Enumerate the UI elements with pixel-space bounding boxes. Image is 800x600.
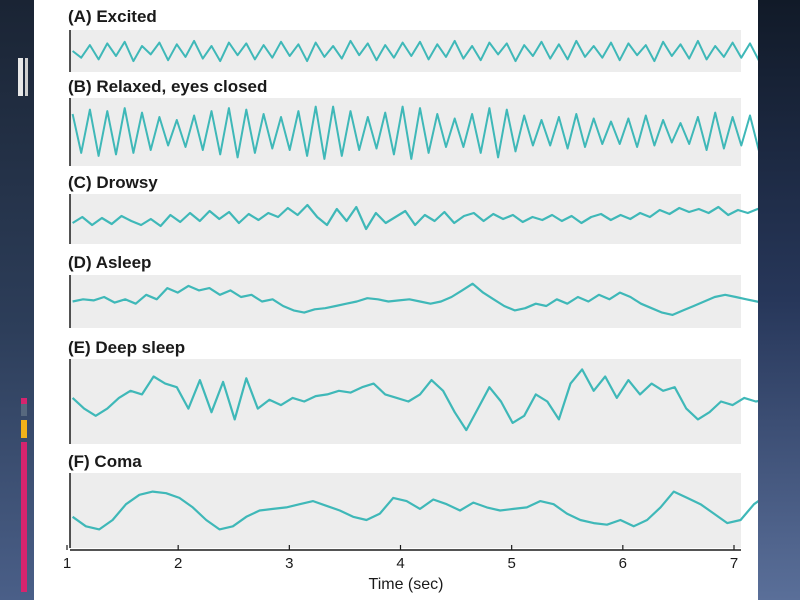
x-axis-label: Time (sec): [369, 576, 444, 593]
panel-title: (F) Coma: [68, 452, 142, 471]
accent-bar-white-top: [18, 58, 23, 96]
time-tick-label: 6: [619, 555, 627, 572]
slide-background-left: [0, 0, 34, 600]
eeg-trace: [71, 368, 758, 432]
panel-title: (D) Asleep: [68, 253, 151, 272]
time-tick-label: 5: [507, 555, 515, 572]
time-tick-label: 3: [285, 555, 293, 572]
eeg-panel: (E) Deep sleep: [68, 338, 758, 444]
panel-title: (E) Deep sleep: [68, 338, 185, 357]
panel-background: [70, 473, 741, 548]
panel-background: [70, 275, 741, 328]
panel-background: [70, 194, 741, 244]
time-tick-label: 2: [174, 555, 182, 572]
panel-title: (A) Excited: [68, 7, 157, 26]
time-tick-label: 7: [730, 555, 738, 572]
eeg-trace: [71, 39, 758, 63]
eeg-trace: [71, 490, 758, 531]
slide-background-right: [758, 0, 800, 600]
eeg-panel: (C) Drowsy: [68, 173, 758, 244]
eeg-panel: (A) Excited: [68, 7, 758, 72]
panel-title: (C) Drowsy: [68, 173, 158, 192]
figure-card: (A) Excited (B) Relaxed, eyes closed (C) D…: [34, 0, 758, 600]
accent-bar-magenta-long: [21, 442, 27, 592]
time-tick-label: 4: [396, 555, 404, 572]
accent-bar-grey: [21, 404, 27, 416]
time-tick-label: 1: [63, 555, 71, 572]
eeg-panel: (B) Relaxed, eyes closed: [68, 77, 758, 166]
panel-background: [70, 98, 741, 166]
eeg-trace: [71, 105, 758, 160]
accent-bar-white-top-2: [25, 58, 28, 96]
eeg-chart: (A) Excited (B) Relaxed, eyes closed (C) D…: [63, 7, 758, 593]
eeg-trace: [72, 282, 758, 316]
eeg-panel: (D) Asleep: [68, 253, 758, 328]
eeg-panel: (F) Coma: [68, 452, 758, 548]
panel-title: (B) Relaxed, eyes closed: [68, 77, 267, 96]
accent-bar-amber: [21, 420, 27, 438]
eeg-trace: [72, 203, 758, 231]
